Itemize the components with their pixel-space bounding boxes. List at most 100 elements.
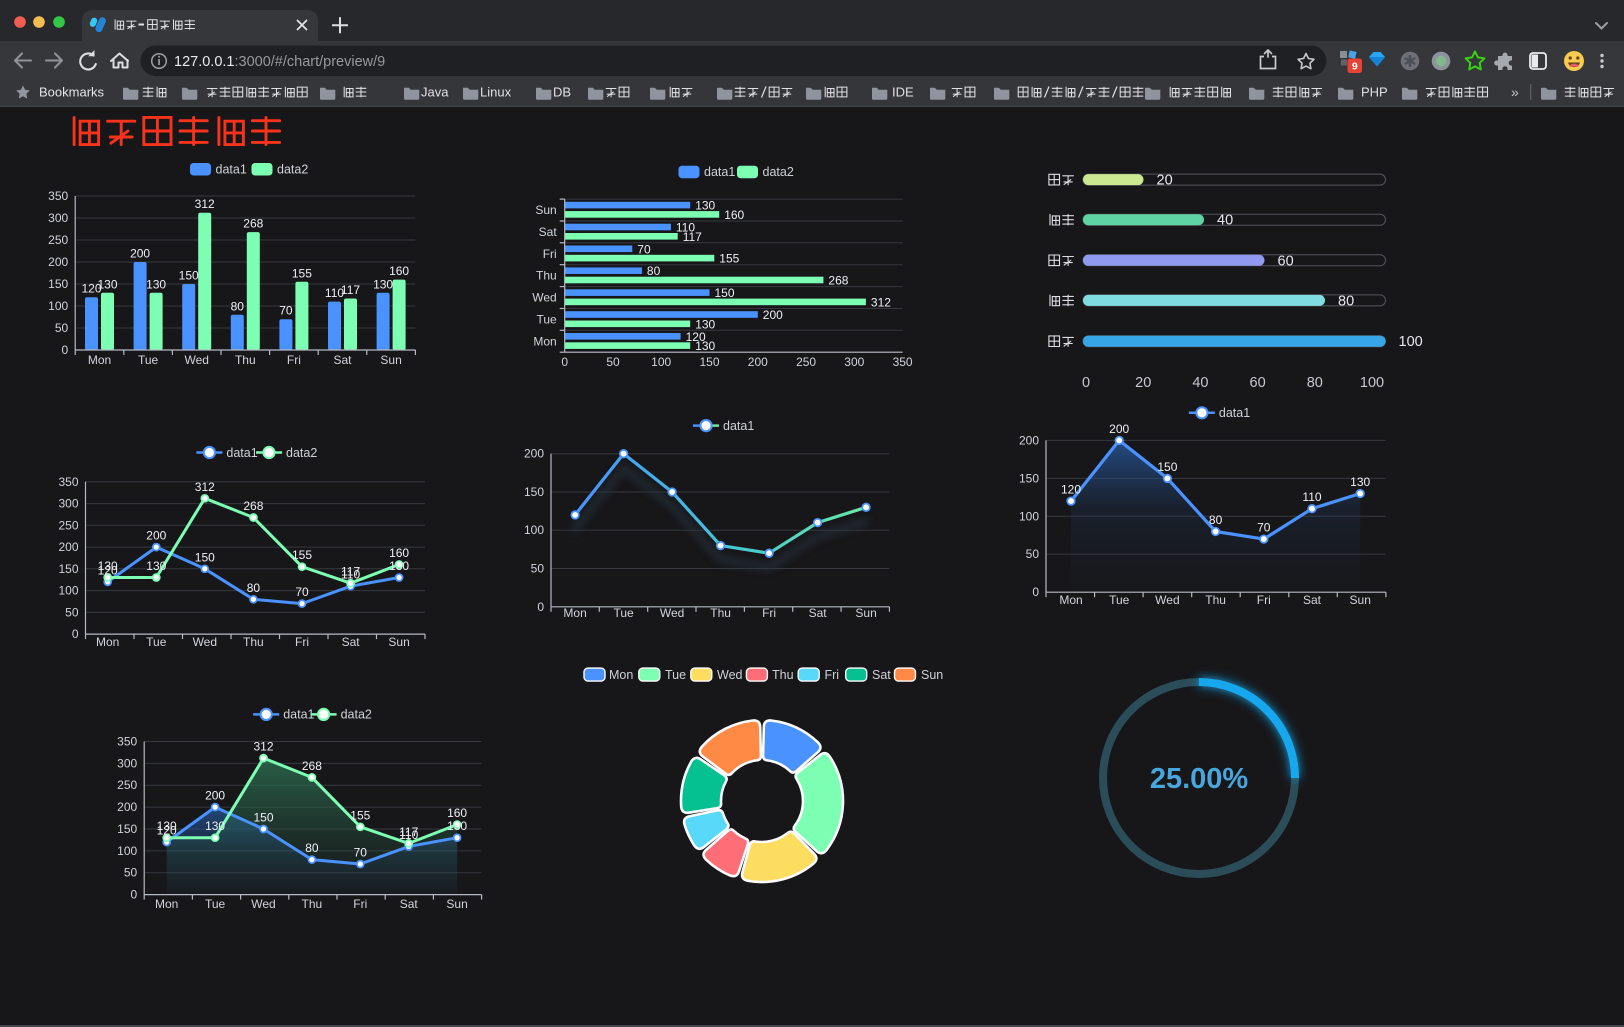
- svg-text:117: 117: [341, 283, 360, 297]
- svg-text:Tue: Tue: [138, 353, 159, 367]
- svg-text:Wed: Wed: [660, 606, 684, 620]
- svg-text:data2: data2: [277, 162, 308, 176]
- svg-text:150: 150: [253, 811, 273, 825]
- svg-text:50: 50: [124, 866, 138, 880]
- svg-text:50: 50: [55, 321, 69, 335]
- svg-text:Thu: Thu: [710, 606, 731, 620]
- svg-text:130: 130: [389, 559, 409, 573]
- svg-text:data2: data2: [763, 165, 794, 179]
- svg-text:Thu: Thu: [1205, 593, 1226, 607]
- svg-text:120: 120: [1061, 483, 1081, 497]
- svg-text:40: 40: [1217, 213, 1233, 229]
- svg-text:120: 120: [157, 824, 177, 838]
- svg-text:268: 268: [243, 499, 263, 513]
- svg-text:0: 0: [537, 600, 544, 614]
- svg-text:25.00%: 25.00%: [1150, 763, 1249, 795]
- svg-text:Fri: Fri: [1257, 593, 1271, 607]
- svg-text:117: 117: [399, 825, 418, 839]
- svg-text:268: 268: [243, 217, 263, 231]
- svg-text:130: 130: [146, 559, 166, 573]
- svg-text:155: 155: [350, 808, 370, 822]
- svg-text:130: 130: [146, 277, 166, 291]
- svg-text:Sun: Sun: [535, 203, 556, 217]
- svg-text:20: 20: [1135, 375, 1151, 391]
- svg-text:80: 80: [231, 299, 245, 313]
- svg-text:160: 160: [389, 546, 409, 560]
- svg-text:150: 150: [179, 269, 199, 283]
- svg-text:Tue: Tue: [613, 606, 634, 620]
- svg-text:Mon: Mon: [155, 897, 178, 911]
- svg-text:Sat: Sat: [809, 606, 828, 620]
- svg-text:data1: data1: [283, 708, 314, 722]
- svg-text:Java: Java: [421, 85, 449, 100]
- svg-text:150: 150: [1019, 471, 1039, 485]
- svg-text:250: 250: [796, 355, 816, 369]
- svg-text:Mon: Mon: [563, 606, 586, 620]
- svg-text:Thu: Thu: [243, 635, 264, 649]
- svg-text:Sun: Sun: [855, 606, 876, 620]
- svg-text:Sun: Sun: [380, 353, 401, 367]
- svg-text:200: 200: [748, 355, 768, 369]
- svg-text:80: 80: [1209, 513, 1223, 527]
- svg-text:130: 130: [97, 277, 117, 291]
- svg-text:150: 150: [1157, 460, 1177, 474]
- svg-text:80: 80: [1307, 375, 1323, 391]
- svg-text:40: 40: [1192, 375, 1208, 391]
- svg-text:70: 70: [1257, 521, 1271, 535]
- svg-text:Sat: Sat: [872, 668, 891, 682]
- svg-text:Fri: Fri: [543, 247, 557, 261]
- svg-text:155: 155: [719, 252, 739, 266]
- svg-text:Sat: Sat: [342, 635, 361, 649]
- svg-text:data1: data1: [216, 162, 247, 176]
- svg-text:Sat: Sat: [400, 897, 419, 911]
- svg-text:70: 70: [637, 242, 651, 256]
- svg-text:130: 130: [695, 199, 715, 213]
- svg-text:60: 60: [1278, 253, 1294, 269]
- svg-text:0: 0: [72, 627, 79, 641]
- svg-text:Fri: Fri: [762, 606, 776, 620]
- svg-text:200: 200: [146, 529, 166, 543]
- svg-text:0: 0: [1032, 585, 1039, 599]
- svg-text:Thu: Thu: [772, 668, 794, 682]
- svg-text:350: 350: [893, 355, 913, 369]
- svg-text:Sun: Sun: [446, 897, 467, 911]
- svg-text:155: 155: [292, 266, 312, 280]
- svg-text:100: 100: [1360, 375, 1384, 391]
- svg-text:0: 0: [561, 355, 568, 369]
- svg-text:130: 130: [205, 819, 225, 833]
- svg-text:130: 130: [98, 559, 118, 573]
- svg-text:0: 0: [131, 888, 138, 902]
- svg-text:110: 110: [341, 568, 360, 582]
- svg-text:100: 100: [48, 299, 68, 313]
- svg-text:Mon: Mon: [1059, 593, 1082, 607]
- svg-text:Fri: Fri: [825, 668, 840, 682]
- svg-text:130: 130: [695, 317, 715, 331]
- svg-text:150: 150: [58, 562, 78, 576]
- svg-text:Sun: Sun: [1350, 593, 1371, 607]
- svg-text:Sun: Sun: [921, 668, 943, 682]
- svg-text:200: 200: [205, 789, 225, 803]
- svg-text:Mon: Mon: [88, 353, 111, 367]
- svg-text:312: 312: [253, 740, 273, 754]
- svg-text:Linux: Linux: [480, 85, 512, 100]
- svg-text:250: 250: [117, 778, 137, 792]
- svg-text:117: 117: [683, 230, 702, 244]
- svg-text:data2: data2: [341, 708, 372, 722]
- svg-text:Mon: Mon: [533, 334, 556, 348]
- svg-text:Tue: Tue: [536, 312, 557, 326]
- svg-text:150: 150: [715, 286, 735, 300]
- svg-text:0: 0: [1082, 375, 1090, 391]
- svg-text:70: 70: [279, 304, 293, 318]
- svg-text:200: 200: [58, 540, 78, 554]
- svg-text:Fri: Fri: [353, 897, 367, 911]
- svg-text:Wed: Wed: [251, 897, 275, 911]
- svg-text:50: 50: [65, 605, 79, 619]
- svg-text:data1: data1: [1219, 406, 1250, 420]
- svg-text:155: 155: [292, 548, 312, 562]
- svg-text:9: 9: [1352, 61, 1358, 73]
- svg-text:50: 50: [531, 562, 545, 576]
- svg-text:50: 50: [606, 355, 620, 369]
- svg-text:117: 117: [341, 565, 360, 579]
- svg-text:300: 300: [117, 756, 137, 770]
- svg-text:200: 200: [130, 247, 150, 261]
